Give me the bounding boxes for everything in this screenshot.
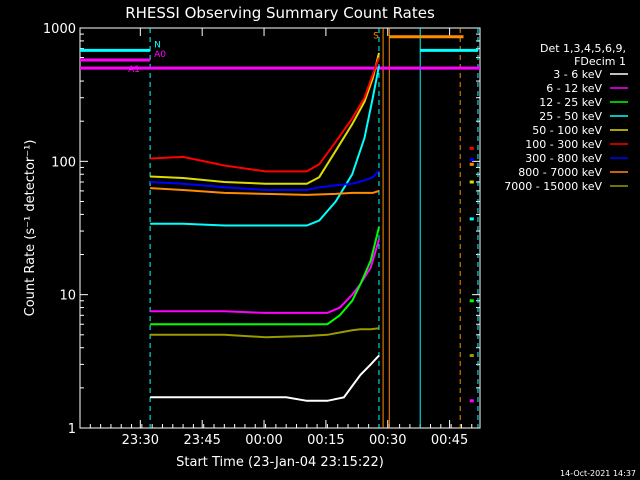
x-tick-label: 23:30: [122, 433, 159, 448]
flag-bar-label: N: [154, 40, 161, 50]
legend-entry-label: 6 - 12 keV: [546, 82, 602, 95]
flag-bars: NA0 A1 S: [80, 32, 480, 75]
series-layer: [150, 52, 380, 402]
vertical-markers: [149, 28, 479, 428]
y-tick-label: 1000: [43, 22, 76, 37]
footer-date: 14-Oct-2021 14:37: [560, 469, 636, 478]
series-line: [150, 239, 380, 314]
legend-entry-label: 50 - 100 keV: [532, 124, 602, 137]
flag-bar-label: S: [373, 32, 379, 42]
y-axis-label: Count Rate (s⁻¹ detector⁻¹): [23, 140, 38, 317]
y-tick-label: 100: [51, 155, 76, 170]
x-tick-label: 00:45: [431, 433, 468, 448]
y-tick-label: 10: [59, 289, 76, 304]
legend-entry-label: 7000 - 15000 keV: [504, 180, 602, 193]
x-axis: 23:30 23:45 00:00 00:15 00:30 00:45: [79, 28, 473, 448]
x-tick-label: 00:00: [245, 433, 282, 448]
legend-entry-label: 25 - 50 keV: [539, 110, 602, 123]
flag-bar-label: A0: [154, 50, 166, 60]
flag-bar-label: A1: [128, 65, 140, 75]
series-line: [150, 327, 380, 339]
x-tick-label: 00:30: [369, 433, 406, 448]
series-line: [150, 57, 380, 173]
series-line: [150, 187, 380, 196]
x-tick-label: 00:15: [307, 433, 344, 448]
chart-title: RHESSI Observing Summary Count Rates: [125, 4, 435, 22]
plot-frame: [79, 27, 481, 429]
legend-header: FDecim 1: [574, 55, 626, 68]
y-tick-label: 1: [68, 422, 76, 437]
legend-header: Det 1,3,4,5,6,9,: [540, 42, 626, 55]
series-line: [150, 227, 380, 326]
series-line: [150, 65, 380, 227]
legend-entry-label: 100 - 300 keV: [525, 138, 602, 151]
legend-entry-label: 800 - 7000 keV: [518, 166, 602, 179]
series-line: [150, 354, 380, 402]
legend-entry-label: 3 - 6 keV: [553, 68, 602, 81]
x-tick-label: 23:45: [183, 433, 220, 448]
late-segment-layer: [469, 146, 474, 403]
x-axis-label: Start Time (23-Jan-04 23:15:22): [176, 455, 384, 470]
series-line: [150, 52, 380, 185]
series-line: [150, 170, 380, 191]
legend-entry-label: 12 - 25 keV: [539, 96, 602, 109]
legend-entry-label: 300 - 800 keV: [525, 152, 602, 165]
